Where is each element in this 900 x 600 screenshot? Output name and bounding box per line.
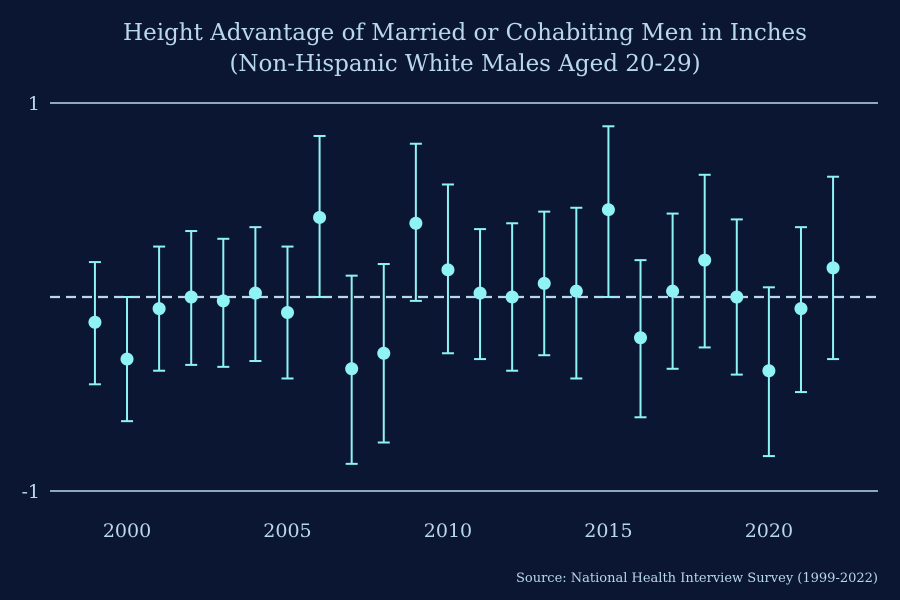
data-point <box>698 253 712 267</box>
x-tick-label: 2020 <box>745 520 793 542</box>
data-point-group <box>280 245 294 380</box>
data-point <box>88 315 102 329</box>
data-point-group <box>698 173 712 349</box>
data-point <box>184 290 198 304</box>
y-tick-label: -1 <box>21 481 40 503</box>
data-point-group <box>152 245 166 372</box>
data-point <box>730 290 744 304</box>
data-point-group <box>184 230 198 366</box>
data-point <box>826 261 840 275</box>
data-point-group <box>313 134 327 298</box>
data-point-group <box>537 210 551 357</box>
x-tick-label: 2000 <box>103 520 151 542</box>
data-point-group <box>377 263 391 444</box>
data-point <box>248 286 262 300</box>
data-point-group <box>634 259 648 419</box>
x-tick-label: 2005 <box>263 520 311 542</box>
y-tick-label: 1 <box>28 93 40 115</box>
data-point <box>569 284 583 298</box>
chart-subtitle: (Non-Hispanic White Males Aged 20-29) <box>229 51 700 77</box>
x-tick-label: 2010 <box>424 520 472 542</box>
data-point <box>216 294 230 308</box>
data-point-group <box>248 226 262 363</box>
data-point <box>313 210 327 224</box>
data-point-group <box>601 125 615 298</box>
data-point <box>505 290 519 304</box>
data-point-group <box>762 286 776 458</box>
data-point-group <box>730 218 744 376</box>
source-note: Source: National Health Interview Survey… <box>516 571 878 586</box>
data-point <box>441 263 455 277</box>
data-point <box>152 302 166 316</box>
plot-area: -1 1 2000 2005 2010 2015 2020 <box>21 93 878 542</box>
data-point-group <box>409 142 423 302</box>
data-point-group <box>120 296 134 423</box>
data-point <box>634 331 648 345</box>
data-point-group <box>826 175 840 361</box>
data-point-group <box>505 222 519 372</box>
data-point-group <box>794 226 808 394</box>
data-point <box>762 364 776 378</box>
data-point <box>537 276 551 290</box>
data-point <box>794 302 808 316</box>
data-point-group <box>569 206 583 380</box>
data-point <box>473 286 487 300</box>
data-point <box>377 346 391 360</box>
data-point-group <box>441 183 455 355</box>
data-point-group <box>88 261 102 386</box>
chart-title: Height Advantage of Married or Cohabitin… <box>123 20 807 46</box>
data-point <box>409 216 423 230</box>
data-point-group <box>216 237 230 368</box>
data-point <box>120 352 134 366</box>
data-point <box>345 362 359 376</box>
data-point <box>601 203 615 217</box>
x-tick-label: 2015 <box>584 520 632 542</box>
data-point-group <box>345 274 359 465</box>
data-point-group <box>666 212 680 370</box>
data-point-group <box>473 228 487 361</box>
data-point <box>666 284 680 298</box>
data-point <box>280 306 294 320</box>
